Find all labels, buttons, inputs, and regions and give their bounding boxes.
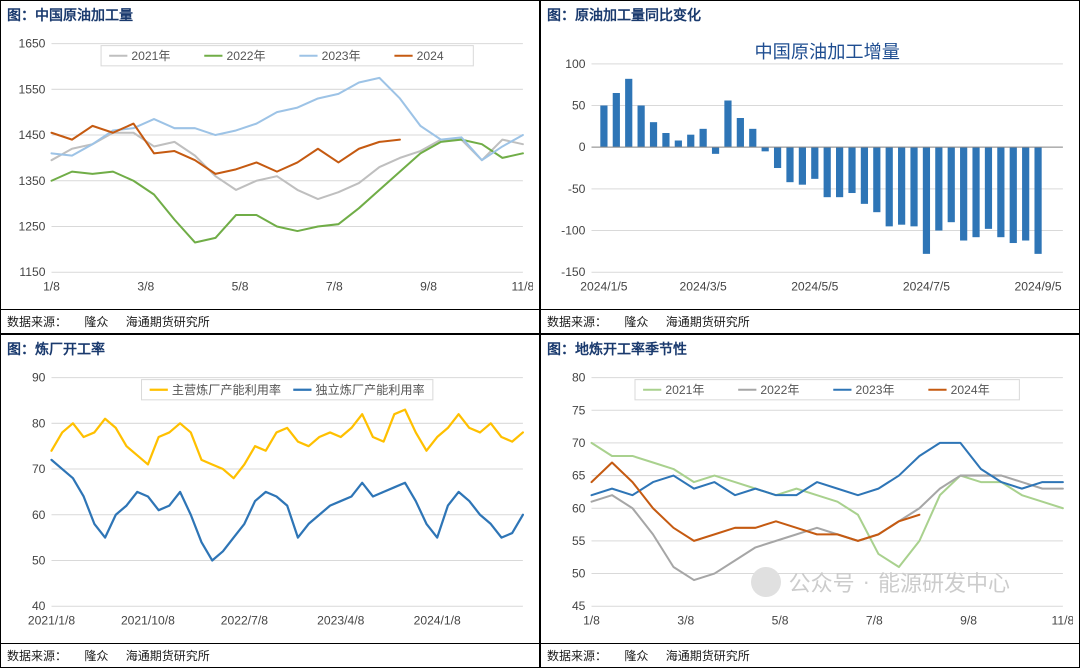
svg-text:80: 80 — [32, 416, 46, 430]
source-line: 数据来源： 隆众 海通期货研究所 — [1, 643, 539, 667]
svg-text:1250: 1250 — [18, 220, 45, 234]
svg-text:2024/7/5: 2024/7/5 — [903, 279, 950, 293]
svg-text:2023年: 2023年 — [856, 383, 895, 397]
svg-text:100: 100 — [565, 57, 585, 71]
panel-title: 图：中国原油加工量 — [1, 1, 539, 27]
svg-text:2024: 2024 — [417, 49, 444, 63]
svg-text:5/8: 5/8 — [772, 613, 789, 627]
svg-text:45: 45 — [572, 599, 586, 613]
panel-refinery-rate: 图：炼厂开工率 40 50 60 70 80 90 2021/1/8 2021/10/8 202… — [0, 334, 540, 668]
svg-text:7/8: 7/8 — [326, 279, 343, 293]
panel-title: 图：原油加工量同比变化 — [541, 1, 1079, 27]
chart-area: 45 50 55 60 65 70 75 80 1/8 3/8 5/8 7/8 9/8 11/8 2021年… — [541, 361, 1079, 643]
svg-text:70: 70 — [32, 462, 46, 476]
chart-area: 1150 1250 1350 1450 1550 1650 1/8 3/8 5/8 7/8 9/8 1… — [1, 27, 539, 309]
svg-text:2024/3/5: 2024/3/5 — [680, 279, 727, 293]
svg-text:2023/4/8: 2023/4/8 — [317, 613, 364, 627]
svg-text:75: 75 — [572, 403, 586, 417]
svg-text:1/8: 1/8 — [43, 279, 60, 293]
svg-text:9/8: 9/8 — [420, 279, 437, 293]
svg-text:2021年: 2021年 — [131, 49, 170, 63]
svg-text:2022/7/8: 2022/7/8 — [221, 613, 268, 627]
svg-text:0: 0 — [579, 140, 586, 154]
svg-text:1/8: 1/8 — [583, 613, 600, 627]
svg-text:1150: 1150 — [19, 265, 45, 279]
svg-text:11/8: 11/8 — [512, 279, 533, 293]
svg-text:1450: 1450 — [18, 128, 45, 142]
svg-text:50: 50 — [32, 554, 46, 568]
svg-text:2023年: 2023年 — [322, 49, 361, 63]
svg-text:50: 50 — [572, 567, 586, 581]
svg-text:独立炼厂产能利用率: 独立炼厂产能利用率 — [316, 382, 425, 397]
svg-text:65: 65 — [572, 469, 586, 483]
svg-text:55: 55 — [572, 534, 586, 548]
svg-text:50: 50 — [572, 99, 586, 113]
line-chart-crude: 1150 1250 1350 1450 1550 1650 1/8 3/8 5/8 7/8 9/8 1… — [7, 29, 533, 305]
line-chart-refinery: 40 50 60 70 80 90 2021/1/8 2021/10/8 2022/7/8 202… — [7, 363, 533, 639]
svg-text:2024/5/5: 2024/5/5 — [791, 279, 838, 293]
svg-text:2024年: 2024年 — [951, 383, 990, 397]
svg-text:2024/9/5: 2024/9/5 — [1014, 279, 1061, 293]
svg-text:主营炼厂产能利用率: 主营炼厂产能利用率 — [172, 382, 281, 397]
svg-text:80: 80 — [572, 371, 586, 385]
svg-text:-100: -100 — [561, 224, 586, 238]
svg-text:中国原油加工增量: 中国原油加工增量 — [754, 42, 900, 62]
svg-text:1550: 1550 — [18, 82, 45, 96]
source-line: 数据来源： 隆众 海通期货研究所 — [1, 309, 539, 333]
line-chart-seasonal: 45 50 55 60 65 70 75 80 1/8 3/8 5/8 7/8 9/8 11/8 2021年… — [547, 363, 1073, 639]
panel-title: 图：地炼开工率季节性 — [541, 335, 1079, 361]
svg-text:40: 40 — [32, 599, 46, 613]
svg-text:1350: 1350 — [18, 174, 45, 188]
svg-text:2021/10/8: 2021/10/8 — [121, 613, 175, 627]
source-line: 数据来源： 隆众 海通期货研究所 — [541, 309, 1079, 333]
svg-text:2022年: 2022年 — [227, 49, 266, 63]
svg-text:2024/1/8: 2024/1/8 — [414, 613, 461, 627]
svg-text:2021/1/8: 2021/1/8 — [28, 613, 75, 627]
svg-text:-150: -150 — [561, 265, 586, 279]
svg-text:11/8: 11/8 — [1052, 613, 1073, 627]
bar-chart-yoy: 中国原油加工增量 -150 -100 -50 0 50 100 2024/1/5 2024/3/… — [547, 29, 1073, 305]
svg-text:2024/1/5: 2024/1/5 — [580, 279, 627, 293]
svg-text:3/8: 3/8 — [677, 613, 694, 627]
svg-text:7/8: 7/8 — [866, 613, 883, 627]
svg-text:60: 60 — [32, 508, 46, 522]
panel-crude-processing: 图：中国原油加工量 1150 1250 1350 1450 1550 1650 1/8 3/8… — [0, 0, 540, 334]
svg-text:1650: 1650 — [18, 37, 45, 51]
svg-text:60: 60 — [572, 501, 586, 515]
svg-text:2021年: 2021年 — [665, 383, 704, 397]
svg-text:3/8: 3/8 — [137, 279, 154, 293]
chart-grid: 图：中国原油加工量 1150 1250 1350 1450 1550 1650 1/8 3/8… — [0, 0, 1080, 668]
chart-area: 40 50 60 70 80 90 2021/1/8 2021/10/8 2022/7/8 202… — [1, 361, 539, 643]
panel-seasonal-rate: 图：地炼开工率季节性 45 50 55 60 65 70 75 80 1/8 3/8 5/8 7/8 9… — [540, 334, 1080, 668]
panel-yoy-change: 图：原油加工量同比变化 中国原油加工增量 -150 -100 -50 0 50 100 202… — [540, 0, 1080, 334]
panel-title: 图：炼厂开工率 — [1, 335, 539, 361]
svg-text:-50: -50 — [568, 182, 586, 196]
svg-text:90: 90 — [32, 371, 46, 385]
svg-text:2022年: 2022年 — [760, 383, 799, 397]
source-line: 数据来源： 隆众 海通期货研究所 — [541, 643, 1079, 667]
chart-area: 中国原油加工增量 -150 -100 -50 0 50 100 2024/1/5 2024/3/… — [541, 27, 1079, 309]
svg-text:9/8: 9/8 — [960, 613, 977, 627]
svg-text:5/8: 5/8 — [232, 279, 249, 293]
svg-text:70: 70 — [572, 436, 586, 450]
